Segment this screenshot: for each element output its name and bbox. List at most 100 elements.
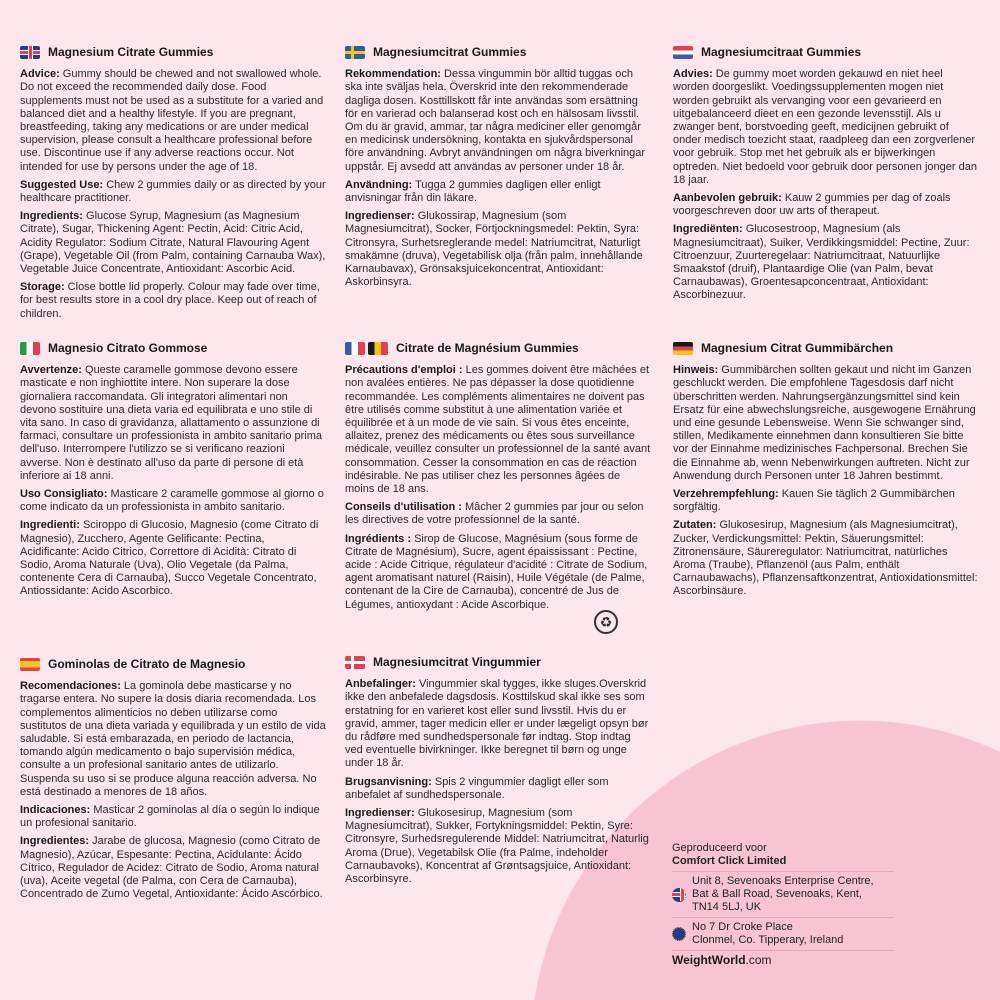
paragraph-text: Glukossirap, Magnesium (som Magnesiumcit… [345, 210, 643, 289]
paragraph: Advice: Gummy should be chewed and not s… [20, 68, 326, 174]
paragraph-label: Storage: [20, 281, 65, 294]
paragraph: Ingredients: Glucose Syrup, Magnesium (a… [20, 210, 326, 276]
address-line: Unit 8, Sevenoaks Enterprise Centre, [692, 875, 874, 887]
paragraph-label: Conseils d'utilisation : [345, 501, 462, 514]
paragraph-text: La gominola debe masticarse y no tragars… [20, 680, 326, 798]
eu-flag-icon [672, 927, 686, 941]
paragraph-text: Vingummier skal tygges, ikke sluges.Over… [345, 678, 649, 770]
uk-flag-icon [672, 887, 686, 902]
section-title: Magnesiumcitrat Vingummier [373, 655, 541, 669]
paragraph-text: Dessa vingummin bör alltid tuggas och sk… [345, 68, 646, 173]
denmark-flag-icon [345, 656, 365, 670]
germany-flag-icon [673, 342, 693, 356]
paragraph-text: Masticar 2 gominolas al día o según lo i… [20, 804, 320, 830]
section-header: Magnesiumcitrat Vingummier [345, 655, 651, 670]
section-header: Citrate de Magnésium Gummies [345, 341, 651, 356]
paragraph: Suggested Use: Chew 2 gummies daily or a… [20, 179, 326, 205]
paragraph-label: Brugsanvisning: [345, 775, 432, 788]
uk-address: Unit 8, Sevenoaks Enterprise Centre, Bat… [672, 871, 894, 917]
flags [20, 658, 40, 672]
paragraph-label: Ingredienser: [345, 807, 415, 820]
section-title: Magnesium Citrat Gummibärchen [701, 341, 894, 355]
flags [673, 46, 693, 60]
spain-flag-icon [20, 658, 40, 672]
section-header: Magnesiumcitraat Gummies [673, 45, 979, 60]
paragraph-text: Gummy should be chewed and not swallowed… [20, 68, 324, 173]
paragraph-text: De gummy moet worden gekauwd en niet hee… [673, 68, 977, 186]
section-fr: Citrate de Magnésium Gummies Précautions … [345, 341, 651, 617]
paragraph-label: Précautions d'emploi : [345, 364, 463, 377]
paragraph: Användning: Tugga 2 gummies dagligen ell… [345, 179, 651, 205]
paragraph-text: Glucosestroop, Magnesium (als Magnesiumc… [673, 223, 970, 302]
italy-flag-icon [20, 342, 40, 356]
paragraph-text: Chew 2 gummies daily or as directed by y… [20, 178, 326, 205]
paragraph-label: Ingredienser: [345, 210, 415, 223]
paragraph: Verzehrempfehlung: Kauen Sie täglich 2 G… [673, 488, 979, 514]
paragraph-label: Användning: [345, 178, 413, 191]
paragraph-text: Masticare 2 caramelle gommose al giorno … [20, 488, 324, 514]
paragraph: Rekommendation: Dessa vingummin bör allt… [345, 68, 651, 174]
section-header: Magnesio Citrato Gommose [20, 341, 326, 356]
section-it: Magnesio Citrato Gommose Avvertenze: Ques… [20, 341, 326, 604]
address-line: TN14 5LJ, UK [692, 901, 762, 913]
paragraph: Hinweis: Gummibärchen sollten gekaut und… [673, 364, 979, 483]
paragraph: Uso Consigliato: Masticare 2 caramelle g… [20, 488, 326, 514]
section-header: Magnesiumcitrat Gummies [345, 45, 651, 60]
section-da: Magnesiumcitrat Vingummier Anbefalinger: … [345, 655, 651, 891]
paragraph: Advies: De gummy moet worden gekauwd en … [673, 68, 979, 187]
address-line: Clonmel, Co. Tipperary, Ireland [692, 934, 844, 946]
paragraph: Zutaten: Glukosesirup, Magnesium (als Ma… [673, 519, 979, 598]
section-title: Magnesiumcitraat Gummies [701, 45, 862, 59]
paragraph-text: Mâcher 2 gummies par jour ou selon les d… [345, 501, 644, 527]
paragraph: Indicaciones: Masticar 2 gominolas al dí… [20, 804, 326, 830]
flags [345, 342, 388, 356]
section-nl: Magnesiumcitraat Gummies Advies: De gummy… [673, 45, 979, 308]
paragraph-label: Advies: [673, 68, 713, 81]
france-flag-icon [345, 342, 365, 356]
paragraph-label: Zutaten: [673, 519, 717, 532]
paragraph-label: Suggested Use: [20, 178, 104, 191]
manufacturer-info: Geproduceerd voor Comfort Click Limited … [672, 842, 894, 967]
flags [20, 342, 40, 356]
brand-domain: .com [745, 953, 772, 967]
address-line: No 7 Dr Croke Place [692, 921, 793, 933]
section-title: Magnesiumcitrat Gummies [373, 45, 527, 59]
paragraph-label: Recomendaciones: [20, 680, 121, 693]
paragraph-label: Avvertenze: [20, 364, 82, 377]
paragraph: Avvertenze: Queste caramelle gommose dev… [20, 364, 326, 483]
paragraph-text: Jarabe de glucosa, Magnesio (como Citrat… [20, 835, 323, 901]
paragraph: Storage: Close bottle lid properly. Colo… [20, 281, 326, 321]
paragraph: Recomendaciones: La gominola debe mastic… [20, 680, 326, 799]
paragraph-text: Glukosesirup, Magnesium (som Magnesiumci… [345, 807, 649, 886]
paragraph-label: Ingredientes: [20, 835, 90, 848]
paragraph: Ingredienti: Sciroppo di Glucosio, Magne… [20, 519, 326, 598]
paragraph: Ingredienser: Glukossirap, Magnesium (so… [345, 210, 651, 289]
triman-recycling-icon: ♻ [594, 610, 618, 634]
paragraph-label: Aanbevolen gebruik: [673, 192, 782, 205]
section-header: Gominolas de Citrato de Magnesio [20, 657, 326, 672]
paragraph: Ingrediënten: Glucosestroop, Magnesium (… [673, 223, 979, 302]
paragraph-label: Anbefalinger: [345, 678, 416, 691]
paragraph-text: Glukosesirup, Magnesium (als Magnesiumci… [673, 519, 978, 598]
section-title: Gominolas de Citrato de Magnesio [48, 657, 246, 671]
paragraph-text: Kauen Sie täglich 2 Gummibärchen sorgfäl… [673, 488, 955, 514]
flags [673, 342, 693, 356]
paragraph-text: Sciroppo di Glucosio, Magnesio (come Cit… [20, 519, 319, 598]
section-en: Magnesium Citrate Gummies Advice: Gummy s… [20, 45, 326, 326]
paragraph-label: Rekommendation: [345, 68, 441, 81]
brand-name: WeightWorld [672, 953, 746, 967]
paragraph-text: Sirop de Glucose, Magnésium (sous forme … [345, 532, 648, 611]
paragraph-label: Uso Consigliato: [20, 488, 108, 501]
paragraph: Anbefalinger: Vingummier skal tygges, ik… [345, 678, 651, 770]
section-sv: Magnesiumcitrat Gummies Rekommendation: D… [345, 45, 651, 294]
belgium-flag-icon [368, 342, 388, 356]
flags [20, 46, 40, 60]
paragraph-label: Ingrédients : [345, 532, 412, 545]
paragraph-label: Ingredients: [20, 210, 83, 223]
address-line: Bat & Ball Road, Sevenoaks, Kent, [692, 888, 862, 900]
section-title: Magnesium Citrate Gummies [48, 45, 214, 59]
paragraph: Précautions d'emploi : Les gommes doiven… [345, 364, 651, 496]
paragraph-text: Les gommes doivent être mâchées et non a… [345, 364, 651, 496]
paragraph-text: Spis 2 vingummier dagligt eller som anbe… [345, 775, 609, 801]
uk-flag-icon [20, 46, 40, 60]
